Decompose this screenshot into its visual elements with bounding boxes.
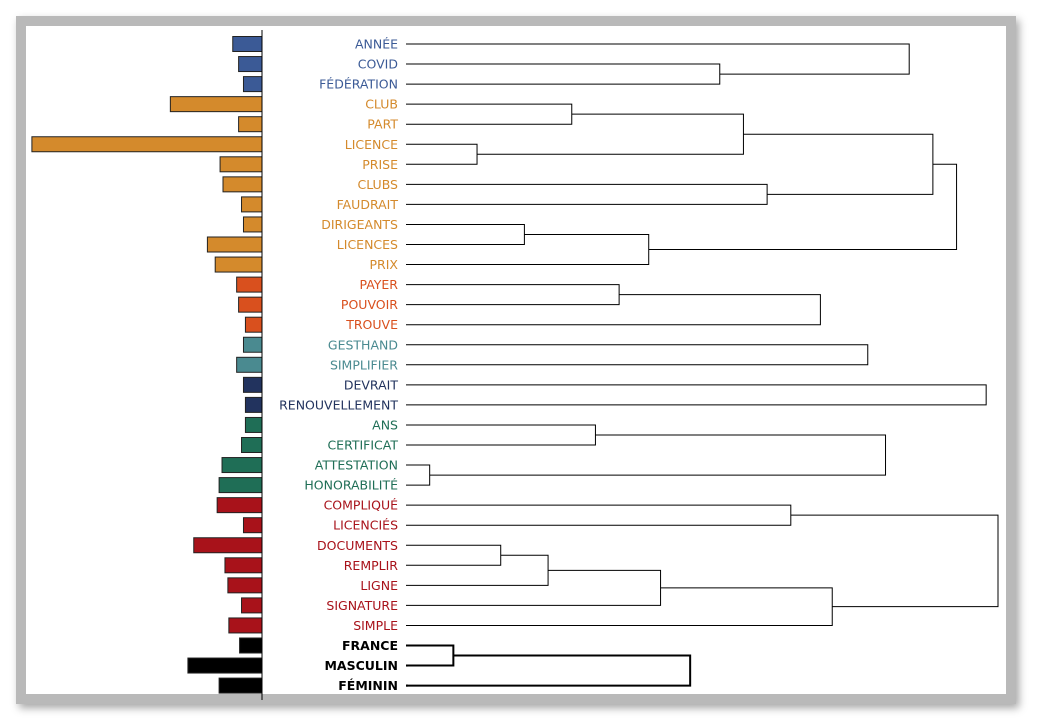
link-m21 (406, 504, 792, 526)
link-m12 (406, 344, 869, 366)
link-m5 (406, 183, 768, 205)
link-m10 (406, 284, 620, 306)
term-label-documents: DOCUMENTS (317, 538, 398, 553)
term-label-licence: LICENCE (345, 137, 398, 152)
bar-complique (216, 497, 263, 514)
term-label-simplifier: SIMPLIFIER (330, 357, 398, 372)
term-labels: ANNÉE COVID FÉDÉRATION CLUB PART LICENCE PRISE… (279, 37, 398, 694)
term-label-attestation: ATTESTATION (315, 458, 398, 473)
term-label-signature: SIGNATURE (326, 598, 398, 613)
term-label-faudrait: FAUDRAIT (337, 197, 399, 212)
link-m13 (406, 384, 987, 406)
bar-payer (236, 276, 263, 293)
bar-france (239, 637, 263, 654)
term-label-honorabilite: HONORABILITÉ (304, 478, 398, 493)
link-m1 (406, 43, 910, 75)
term-label-dirigeants: DIRIGEANTS (321, 217, 398, 232)
term-label-annee: ANNÉE (355, 37, 398, 52)
link-m11 (406, 294, 821, 326)
link-m9 (648, 163, 958, 251)
term-label-simple: SIMPLE (353, 618, 398, 633)
link-m20 (406, 587, 833, 626)
bar-covid (238, 56, 263, 73)
bar-gesthand (242, 336, 263, 353)
bar-ligne (227, 577, 263, 594)
bar-ans (244, 416, 263, 433)
bar-prix (214, 256, 263, 273)
chart-frame (16, 16, 1016, 704)
bar-club (169, 96, 263, 113)
term-label-france: FRANCE (342, 638, 398, 653)
term-label-feminin: FÉMININ (338, 678, 398, 693)
term-label-clubs: CLUBS (357, 177, 398, 192)
bar-licence (31, 136, 263, 153)
term-label-prix: PRIX (370, 257, 399, 272)
bar-honorabilite (218, 477, 263, 494)
term-label-masculin: MASCULIN (324, 658, 398, 673)
link-m16 (429, 434, 887, 476)
term-label-trouve: TROUVE (345, 317, 398, 332)
bar-documents (193, 537, 263, 554)
link-m0 (406, 63, 721, 85)
bar-certificat (241, 437, 263, 453)
term-label-gesthand: GESTHAND (328, 337, 398, 352)
term-label-ans: ANS (372, 417, 398, 432)
bar-annee (232, 36, 263, 52)
bar-renouvellement (244, 396, 263, 413)
link-m23 (406, 644, 455, 667)
bar-simple (228, 617, 263, 634)
link-m15 (406, 464, 431, 486)
dendrogram-links (406, 43, 999, 687)
bar-simplifier (236, 356, 263, 373)
link-m6 (743, 133, 934, 195)
term-label-prise: PRISE (362, 157, 398, 172)
bar-licencies (242, 517, 263, 534)
link-m22 (790, 514, 999, 608)
bar-remplir (224, 557, 263, 574)
link-m14 (406, 424, 596, 446)
link-m8 (406, 233, 650, 266)
term-label-certificat: CERTIFICAT (327, 438, 398, 453)
bar-part (238, 116, 263, 133)
link-m18 (406, 554, 549, 586)
term-label-renouvellement: RENOUVELLEMENT (279, 397, 398, 412)
term-label-covid: COVID (358, 57, 398, 72)
term-label-licences: LICENCES (337, 237, 398, 252)
term-label-federation: FÉDÉRATION (319, 77, 398, 92)
bar-pouvoir (238, 296, 263, 313)
bar-attestation (221, 457, 263, 474)
bar-feminin (218, 677, 263, 694)
term-label-devrait: DEVRAIT (344, 377, 398, 392)
link-m3 (406, 143, 478, 165)
bar-licences (206, 236, 263, 253)
bar-prise (219, 156, 263, 173)
link-m7 (406, 223, 525, 245)
term-label-payer: PAYER (359, 277, 398, 292)
link-m4 (477, 113, 744, 155)
link-m19 (406, 569, 662, 606)
bar-series (31, 36, 263, 694)
term-label-licencies: LICENCIÉS (333, 518, 398, 533)
term-label-remplir: REMPLIR (344, 558, 399, 573)
link-m2 (406, 103, 573, 125)
term-label-part: PART (367, 117, 398, 132)
term-label-pouvoir: POUVOIR (341, 297, 398, 312)
bar-dirigeants (242, 216, 263, 233)
bar-devrait (242, 376, 263, 393)
bar-clubs (222, 176, 263, 193)
bar-faudrait (241, 196, 263, 213)
link-m24 (406, 654, 692, 687)
term-label-club: CLUB (365, 97, 398, 112)
bar-masculin (187, 657, 263, 674)
bar-signature (241, 597, 263, 614)
bar-trouve (244, 316, 263, 333)
link-m17 (406, 544, 502, 566)
term-label-complique: COMPLIQUÉ (324, 498, 399, 513)
term-label-ligne: LIGNE (360, 578, 398, 593)
bar-federation (242, 76, 263, 93)
